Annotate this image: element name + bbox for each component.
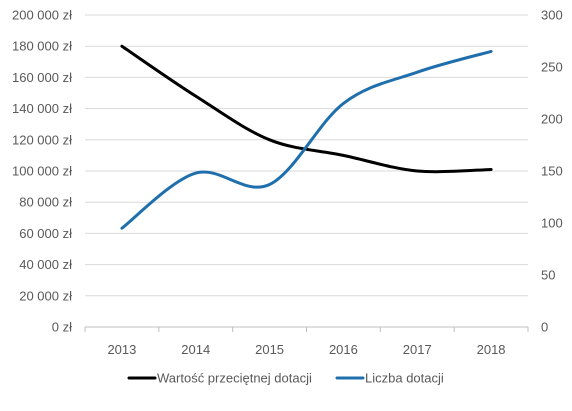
series-1-point — [268, 138, 271, 141]
series-2-point — [120, 227, 123, 230]
series-1-point — [490, 168, 493, 171]
right-axis-tick-label: 150 — [541, 164, 563, 179]
series — [120, 44, 493, 230]
right-axis-tick-label: 200 — [541, 112, 563, 127]
series-2-point — [416, 71, 419, 74]
x-axis-tick-label: 2018 — [477, 342, 506, 357]
left-axis-tick-label: 0 zł — [52, 320, 72, 335]
right-axis-tick-label: 50 — [541, 268, 555, 283]
series-2-point — [268, 183, 271, 186]
series-1-point — [342, 154, 345, 157]
series-1-point — [120, 45, 123, 48]
series-1-point — [416, 170, 419, 173]
x-axis-tick-label: 2014 — [181, 342, 210, 357]
x-axis-tick-label: 2016 — [329, 342, 358, 357]
gridlines — [85, 14, 528, 297]
series-2-point — [342, 102, 345, 105]
left-axis-tick-label: 80 000 zł — [19, 195, 72, 210]
left-axis-tick-label: 100 000 zł — [12, 164, 72, 179]
x-axis-tick-label: 2017 — [403, 342, 432, 357]
x-axis-tick-label: 2013 — [107, 342, 136, 357]
series-2-point — [490, 50, 493, 53]
series-2-point — [194, 172, 197, 175]
x-axis-ticks: 2013 2014 2015 2016 2017 2018 — [107, 342, 505, 357]
series-line-1 — [120, 44, 493, 174]
series-1-point — [194, 95, 197, 98]
right-axis-tick-label: 0 — [541, 320, 548, 335]
left-axis-ticks: 0 zł 20 000 zł 40 000 zł 60 000 zł 80 000 zł… — [12, 8, 72, 335]
right-axis-ticks: 0 50 100 150 200 250 300 — [541, 8, 563, 335]
left-axis-tick-label: 40 000 zł — [19, 257, 72, 272]
left-axis-tick-label: 160 000 zł — [12, 70, 72, 85]
left-axis-tick-label: 140 000 zł — [12, 101, 72, 116]
legend-label-1: Wartość przeciętnej dotacji — [157, 371, 312, 386]
legend-label-2: Liczba dotacji — [365, 371, 444, 386]
right-axis-tick-label: 250 — [541, 60, 563, 75]
left-axis-tick-label: 20 000 zł — [19, 288, 72, 303]
left-axis-tick-label: 60 000 zł — [19, 226, 72, 241]
x-axis-tick-label: 2015 — [255, 342, 284, 357]
series-line-2 — [120, 49, 493, 230]
left-axis-tick-label: 200 000 zł — [12, 8, 72, 23]
axes — [84, 326, 529, 332]
right-axis-tick-label: 100 — [541, 216, 563, 231]
legend: Wartość przeciętnej dotacji Liczba dotacj… — [127, 371, 444, 386]
left-axis-tick-label: 120 000 zł — [12, 132, 72, 147]
left-axis-tick-label: 180 000 zł — [12, 39, 72, 54]
right-axis-tick-label: 300 — [541, 8, 563, 23]
